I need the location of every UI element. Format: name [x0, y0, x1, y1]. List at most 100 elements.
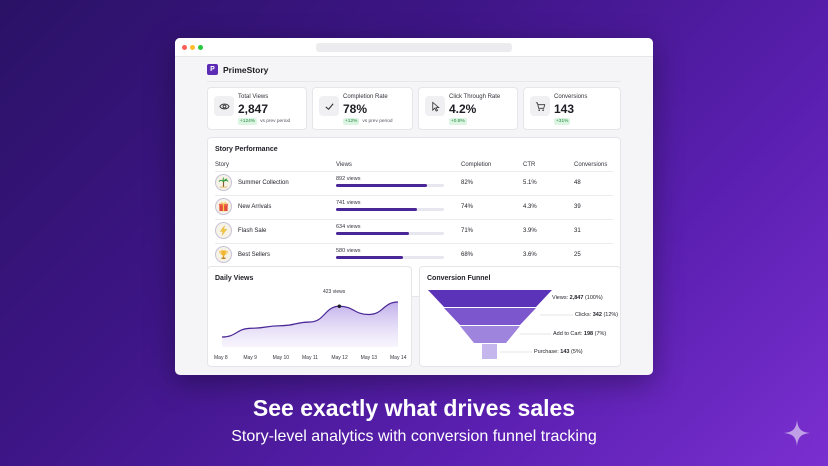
- daily-views-chart[interactable]: [208, 267, 413, 368]
- x-axis-tick-label: May 10: [272, 355, 290, 361]
- table-divider: [215, 219, 613, 220]
- views-bar: [336, 256, 444, 259]
- funnel-stage-views: [428, 290, 552, 307]
- funnel-chart[interactable]: [420, 267, 622, 368]
- lightning-icon: [215, 222, 232, 239]
- gift-icon: [215, 198, 232, 215]
- story-name: Best Sellers: [238, 252, 271, 258]
- cursor-icon: [425, 96, 445, 116]
- funnel-label-clicks: Clicks: 342 (12%): [575, 312, 619, 318]
- views-count: 741 views: [336, 200, 361, 206]
- cart-icon: [530, 96, 550, 116]
- ctr-value: 3.6%: [523, 252, 537, 258]
- story-name: Summer Collection: [238, 180, 289, 186]
- x-axis-tick-label: May 14: [390, 355, 407, 361]
- column-header-story[interactable]: Story: [215, 162, 230, 168]
- ctr-value: 4.3%: [523, 204, 537, 210]
- views-bar-fill: [336, 256, 403, 259]
- views-bar-fill: [336, 208, 417, 211]
- kpi-delta-badge: +0.8%: [449, 118, 467, 125]
- kpi-delta-row: +124% vs prev period: [238, 118, 290, 125]
- kpi-delta-badge: +12%: [343, 118, 360, 125]
- window-titlebar: [175, 38, 653, 57]
- table-row[interactable]: Summer Collection 892 views 82% 5.1% 48: [208, 173, 620, 194]
- views-count: 634 views: [336, 224, 361, 230]
- ctr-value: 5.1%: [523, 180, 537, 186]
- kpi-card-total-views[interactable]: Total Views 2,847 +124% vs prev period: [207, 87, 307, 130]
- card-title: Story Performance: [215, 146, 278, 153]
- kpi-value: 143: [554, 102, 575, 116]
- kpi-delta-row: +12% vs prev period: [343, 118, 393, 125]
- kpi-value: 2,847: [238, 102, 269, 116]
- brand-logo-icon: P: [207, 64, 218, 75]
- completion-value: 74%: [461, 204, 474, 210]
- kpi-card-click-through-rate[interactable]: Click Through Rate 4.2% +0.8%: [418, 87, 518, 130]
- chart-line: [221, 301, 399, 338]
- chart-highlight-point: [337, 304, 342, 309]
- chart-tooltip: 423 views: [321, 288, 348, 296]
- sparkle-icon: [784, 420, 810, 446]
- eye-icon: [214, 96, 234, 116]
- brand[interactable]: P PrimeStory: [207, 64, 268, 75]
- views-count: 892 views: [336, 176, 361, 182]
- app-window: P PrimeStory Total Views 2,847 +124% vs …: [175, 38, 653, 375]
- completion-value: 82%: [461, 180, 474, 186]
- conversions-value: 48: [574, 180, 581, 186]
- x-axis-tick-label: May 9: [243, 355, 257, 361]
- brand-name: PrimeStory: [223, 64, 269, 75]
- table-row[interactable]: Flash Sale 634 views 71% 3.9% 31: [208, 221, 620, 242]
- kpi-value: 4.2%: [449, 102, 477, 116]
- palm-tree-icon: [215, 174, 232, 191]
- story-name: New Arrivals: [238, 204, 272, 210]
- minimize-window-button[interactable]: [190, 45, 195, 50]
- views-count: 580 views: [336, 248, 361, 254]
- kpi-delta-badge: +31%: [554, 118, 571, 125]
- story-name: Flash Sale: [238, 228, 267, 234]
- marketing-headline: See exactly what drives sales: [252, 395, 576, 421]
- kpi-card-completion-rate[interactable]: Completion Rate 78% +12% vs prev period: [312, 87, 413, 130]
- kpi-delta-row: +0.8%: [449, 118, 470, 125]
- column-header-views[interactable]: Views: [336, 162, 352, 168]
- close-window-button[interactable]: [182, 45, 187, 50]
- conversions-value: 25: [574, 252, 581, 258]
- conversions-value: 39: [574, 204, 581, 210]
- views-bar-fill: [336, 232, 410, 235]
- views-bar: [336, 184, 444, 187]
- marketing-subline: Story-level analytics with conversion fu…: [231, 428, 597, 445]
- kpi-card-conversions[interactable]: Conversions 143 +31%: [523, 87, 621, 130]
- column-header-ctr[interactable]: CTR: [523, 162, 536, 168]
- chart-area: [222, 302, 398, 347]
- kpi-delta-row: +31%: [554, 118, 573, 125]
- kpi-label: Completion Rate: [343, 94, 388, 100]
- header-divider: [207, 81, 621, 82]
- conversions-value: 31: [574, 228, 581, 234]
- kpi-label: Conversions: [554, 94, 588, 100]
- x-axis-tick-label: May 11: [302, 355, 319, 361]
- completion-value: 68%: [461, 252, 474, 258]
- kpi-label: Total Views: [238, 94, 269, 100]
- x-axis-tick-label: May 13: [360, 355, 378, 361]
- column-header-completion[interactable]: Completion: [461, 162, 492, 168]
- funnel-stage-clicks: [444, 308, 536, 325]
- table-row[interactable]: New Arrivals 741 views 74% 4.3% 39: [208, 197, 620, 218]
- ctr-value: 3.9%: [523, 228, 537, 234]
- funnel-label-views: Views: 2,847 (100%): [552, 295, 603, 301]
- card-title: Conversion Funnel: [427, 275, 491, 282]
- address-bar[interactable]: [316, 43, 512, 52]
- column-header-conversions[interactable]: Conversions: [574, 162, 608, 168]
- trophy-icon: [215, 246, 232, 263]
- kpi-value: 78%: [343, 102, 368, 116]
- maximize-window-button[interactable]: [198, 45, 203, 50]
- table-divider: [215, 171, 613, 172]
- funnel-label-add-to-cart: Add to Cart: 198 (7%): [553, 331, 607, 337]
- x-axis-tick-label: May 12: [331, 355, 348, 361]
- funnel-stage-add-to-cart: [460, 326, 520, 343]
- table-row[interactable]: Best Sellers 580 views 68% 3.6% 25: [208, 245, 620, 266]
- views-bar-fill: [336, 184, 427, 187]
- kpi-comparison-text: vs prev period: [260, 119, 291, 124]
- card-title: Daily Views: [215, 275, 254, 282]
- funnel-stage-purchase: [482, 344, 497, 359]
- kpi-comparison-text: vs prev period: [362, 119, 393, 124]
- kpi-delta-badge: +124%: [238, 118, 258, 125]
- views-bar: [336, 232, 444, 235]
